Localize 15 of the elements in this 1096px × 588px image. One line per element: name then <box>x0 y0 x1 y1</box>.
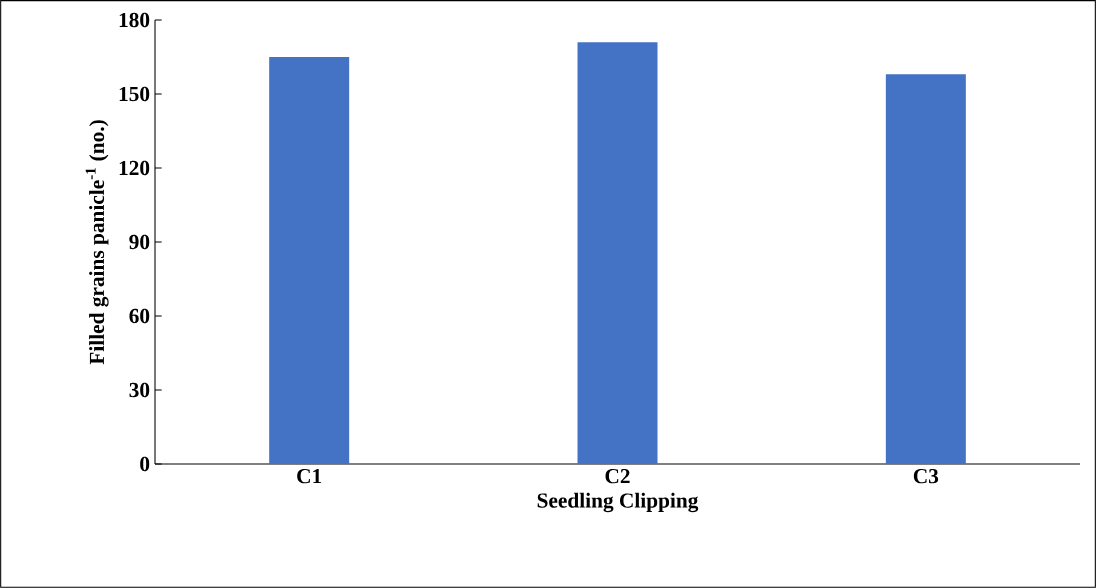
y-axis-title: Filled grains panicle$^{-1}$ (no.) <box>85 120 109 365</box>
x-tick-label: C3 <box>913 468 939 484</box>
y-tick-label: 150 <box>119 86 150 102</box>
x-tick-label: C1 <box>297 468 322 484</box>
y-tick-label: 30 <box>129 382 150 398</box>
bar <box>269 56 350 464</box>
y-tick-label: 180 <box>119 12 150 28</box>
bar <box>577 42 658 464</box>
x-tick-label: C2 <box>605 468 630 484</box>
y-tick-label: 60 <box>129 308 150 324</box>
x-axis-title: Seedling Clipping <box>537 492 699 513</box>
y-tick-label: 90 <box>129 234 150 250</box>
y-tick-label: 0 <box>140 456 150 472</box>
y-tick-label: 120 <box>119 160 150 176</box>
bar <box>885 74 966 464</box>
